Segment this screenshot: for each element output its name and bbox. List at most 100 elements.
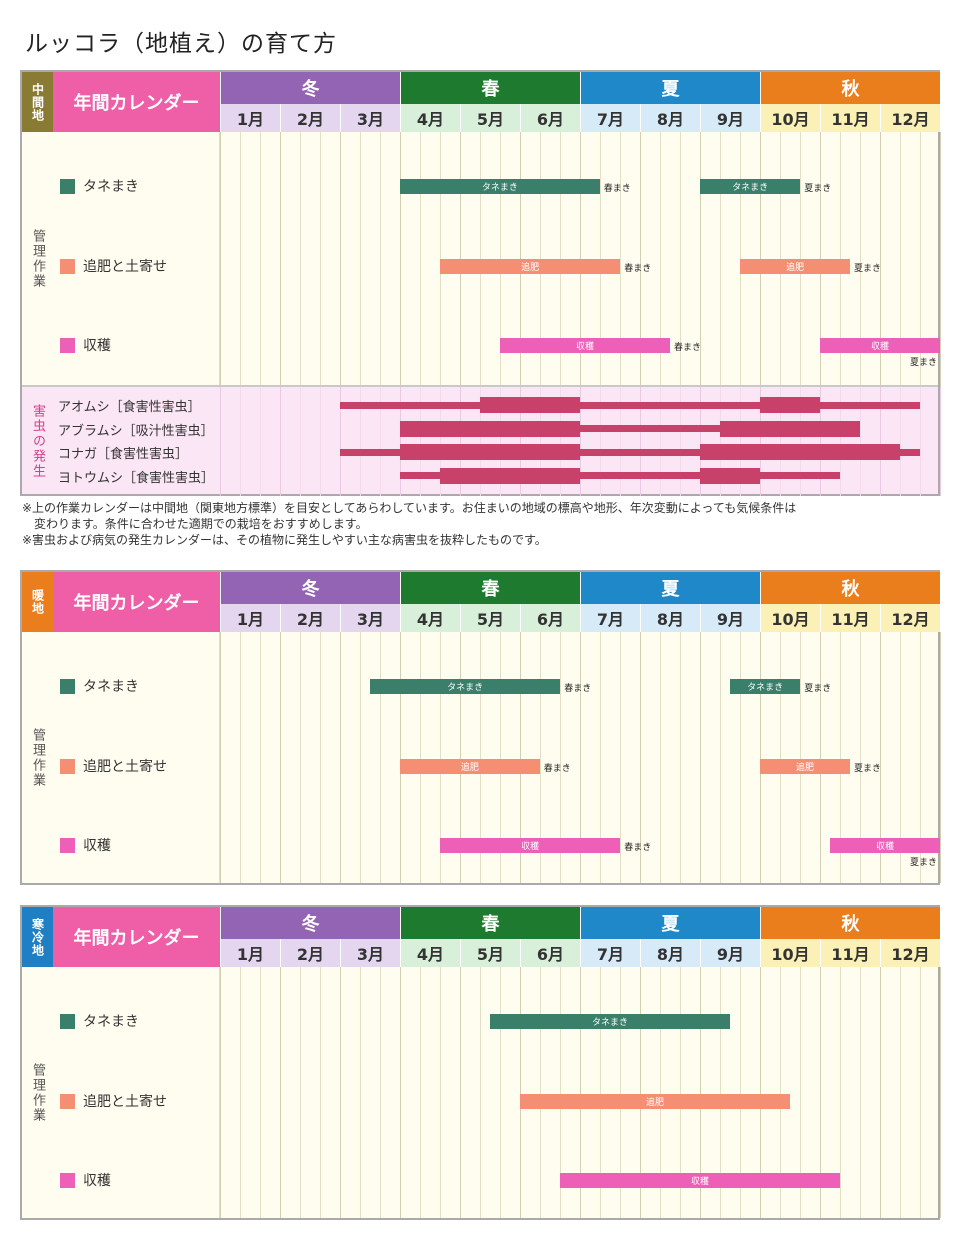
grid-line (520, 632, 521, 883)
season-header: 春 (400, 907, 580, 939)
task-bar: タネまき (490, 1014, 730, 1029)
grid-line (340, 387, 341, 496)
pest-bar (400, 444, 580, 460)
month-header: 6月 (520, 939, 580, 967)
grid-line (300, 387, 301, 496)
grid-line (820, 132, 821, 494)
task-bar: タネまき (370, 679, 561, 694)
task-name: 追肥と土寄せ (83, 1094, 167, 1110)
grid-line (920, 387, 921, 496)
pest-bar (700, 444, 900, 460)
grid-line (560, 132, 561, 494)
grid-line (680, 632, 681, 883)
grid-line (280, 132, 281, 494)
task-bar: 収穫 (500, 338, 670, 353)
grid-line (460, 132, 461, 494)
task-bar: 収穫 (830, 838, 940, 853)
grid-line (460, 387, 461, 496)
pest-bar (440, 467, 580, 484)
grid-line (260, 387, 261, 496)
grid-line (520, 967, 521, 1218)
pest-name: アブラムシ［吸汁性害虫］ (58, 423, 214, 439)
grid-line (280, 632, 281, 883)
grid-line (560, 967, 561, 1218)
grid-line (660, 632, 661, 883)
grid-line (740, 387, 741, 496)
task-bar: タネまき (730, 679, 801, 694)
task-bar: 追肥 (520, 1094, 790, 1109)
grid-line (520, 387, 521, 496)
month-header: 6月 (520, 604, 580, 632)
pest-bar (479, 397, 580, 413)
season-header: 秋 (760, 907, 940, 939)
season-header: 夏 (580, 572, 760, 604)
calendar-header: 年間カレンダー (53, 72, 220, 132)
grid-line (920, 967, 921, 1218)
season-note: 夏まき (804, 184, 832, 194)
month-header: 12月 (880, 604, 940, 632)
grid-line (620, 632, 621, 883)
grid-line (540, 387, 541, 496)
grid-line (420, 387, 421, 496)
pest-bar (400, 472, 840, 479)
task-color-swatch (60, 678, 75, 694)
season-note: 春まき (624, 264, 652, 274)
grid-line (220, 387, 221, 496)
grid-line (480, 132, 481, 494)
month-header: 7月 (580, 939, 640, 967)
grid-line (660, 387, 661, 496)
footnote-line: 変わります。条件に合わせた適期での栽培をおすすめします。 (22, 517, 368, 531)
grid-line (760, 387, 761, 496)
grid-line (740, 132, 741, 494)
task-name: タネまき (83, 179, 139, 195)
grid-line (500, 387, 501, 496)
grid-line (940, 387, 941, 496)
grid-line (720, 967, 721, 1218)
season-note: 春まき (543, 764, 571, 774)
month-header: 9月 (700, 939, 760, 967)
task-bar: タネまき (700, 179, 801, 194)
task-label: タネまき (60, 176, 139, 196)
grid-line (580, 967, 581, 1218)
grid-line (860, 387, 861, 496)
season-note: 春まき (674, 343, 702, 353)
grid-line (920, 132, 921, 494)
season-note: 夏まき (854, 764, 882, 774)
month-header: 8月 (640, 939, 700, 967)
grid-line (360, 967, 361, 1218)
grid-line (580, 387, 581, 496)
grid-line (220, 632, 221, 883)
grid-line (820, 632, 821, 883)
season-header: 夏 (580, 72, 760, 104)
region-tag: 暖地 (22, 572, 53, 632)
task-bar: 追肥 (400, 759, 540, 774)
month-header: 12月 (880, 104, 940, 132)
task-label-column (53, 967, 220, 1218)
pest-name: ヨトウムシ［食害性害虫］ (58, 470, 215, 486)
month-header: 1月 (220, 604, 280, 632)
task-name: 収穫 (83, 838, 111, 854)
grid-line (400, 632, 401, 883)
grid-line (700, 632, 701, 883)
season-note: 夏まき (854, 264, 882, 274)
grid-line (220, 967, 221, 1218)
grid-line (320, 632, 321, 883)
region-tag: 寒冷地 (22, 907, 53, 967)
pest-bar (760, 397, 820, 413)
grid-line (440, 387, 441, 496)
month-header: 3月 (340, 104, 400, 132)
grid-line (340, 967, 341, 1218)
grid-line (840, 132, 841, 494)
grid-line (640, 132, 641, 494)
grid-line (800, 967, 801, 1218)
grid-line (240, 632, 241, 883)
task-name: 追肥と土寄せ (83, 259, 167, 275)
task-bar: 収穫 (560, 1173, 840, 1188)
task-bar: 収穫 (440, 838, 621, 853)
calendar-cold: 寒冷地 年間カレンダー冬春夏秋 1月 2月 3月 4月 5月 6月 7月 8月 9月 10月 11月 12… (20, 905, 941, 1220)
pest-bar (340, 401, 921, 409)
task-bar: タネまき (400, 179, 600, 194)
pest-bar (340, 448, 921, 456)
grid-line (800, 132, 801, 494)
grid-line (300, 132, 301, 494)
